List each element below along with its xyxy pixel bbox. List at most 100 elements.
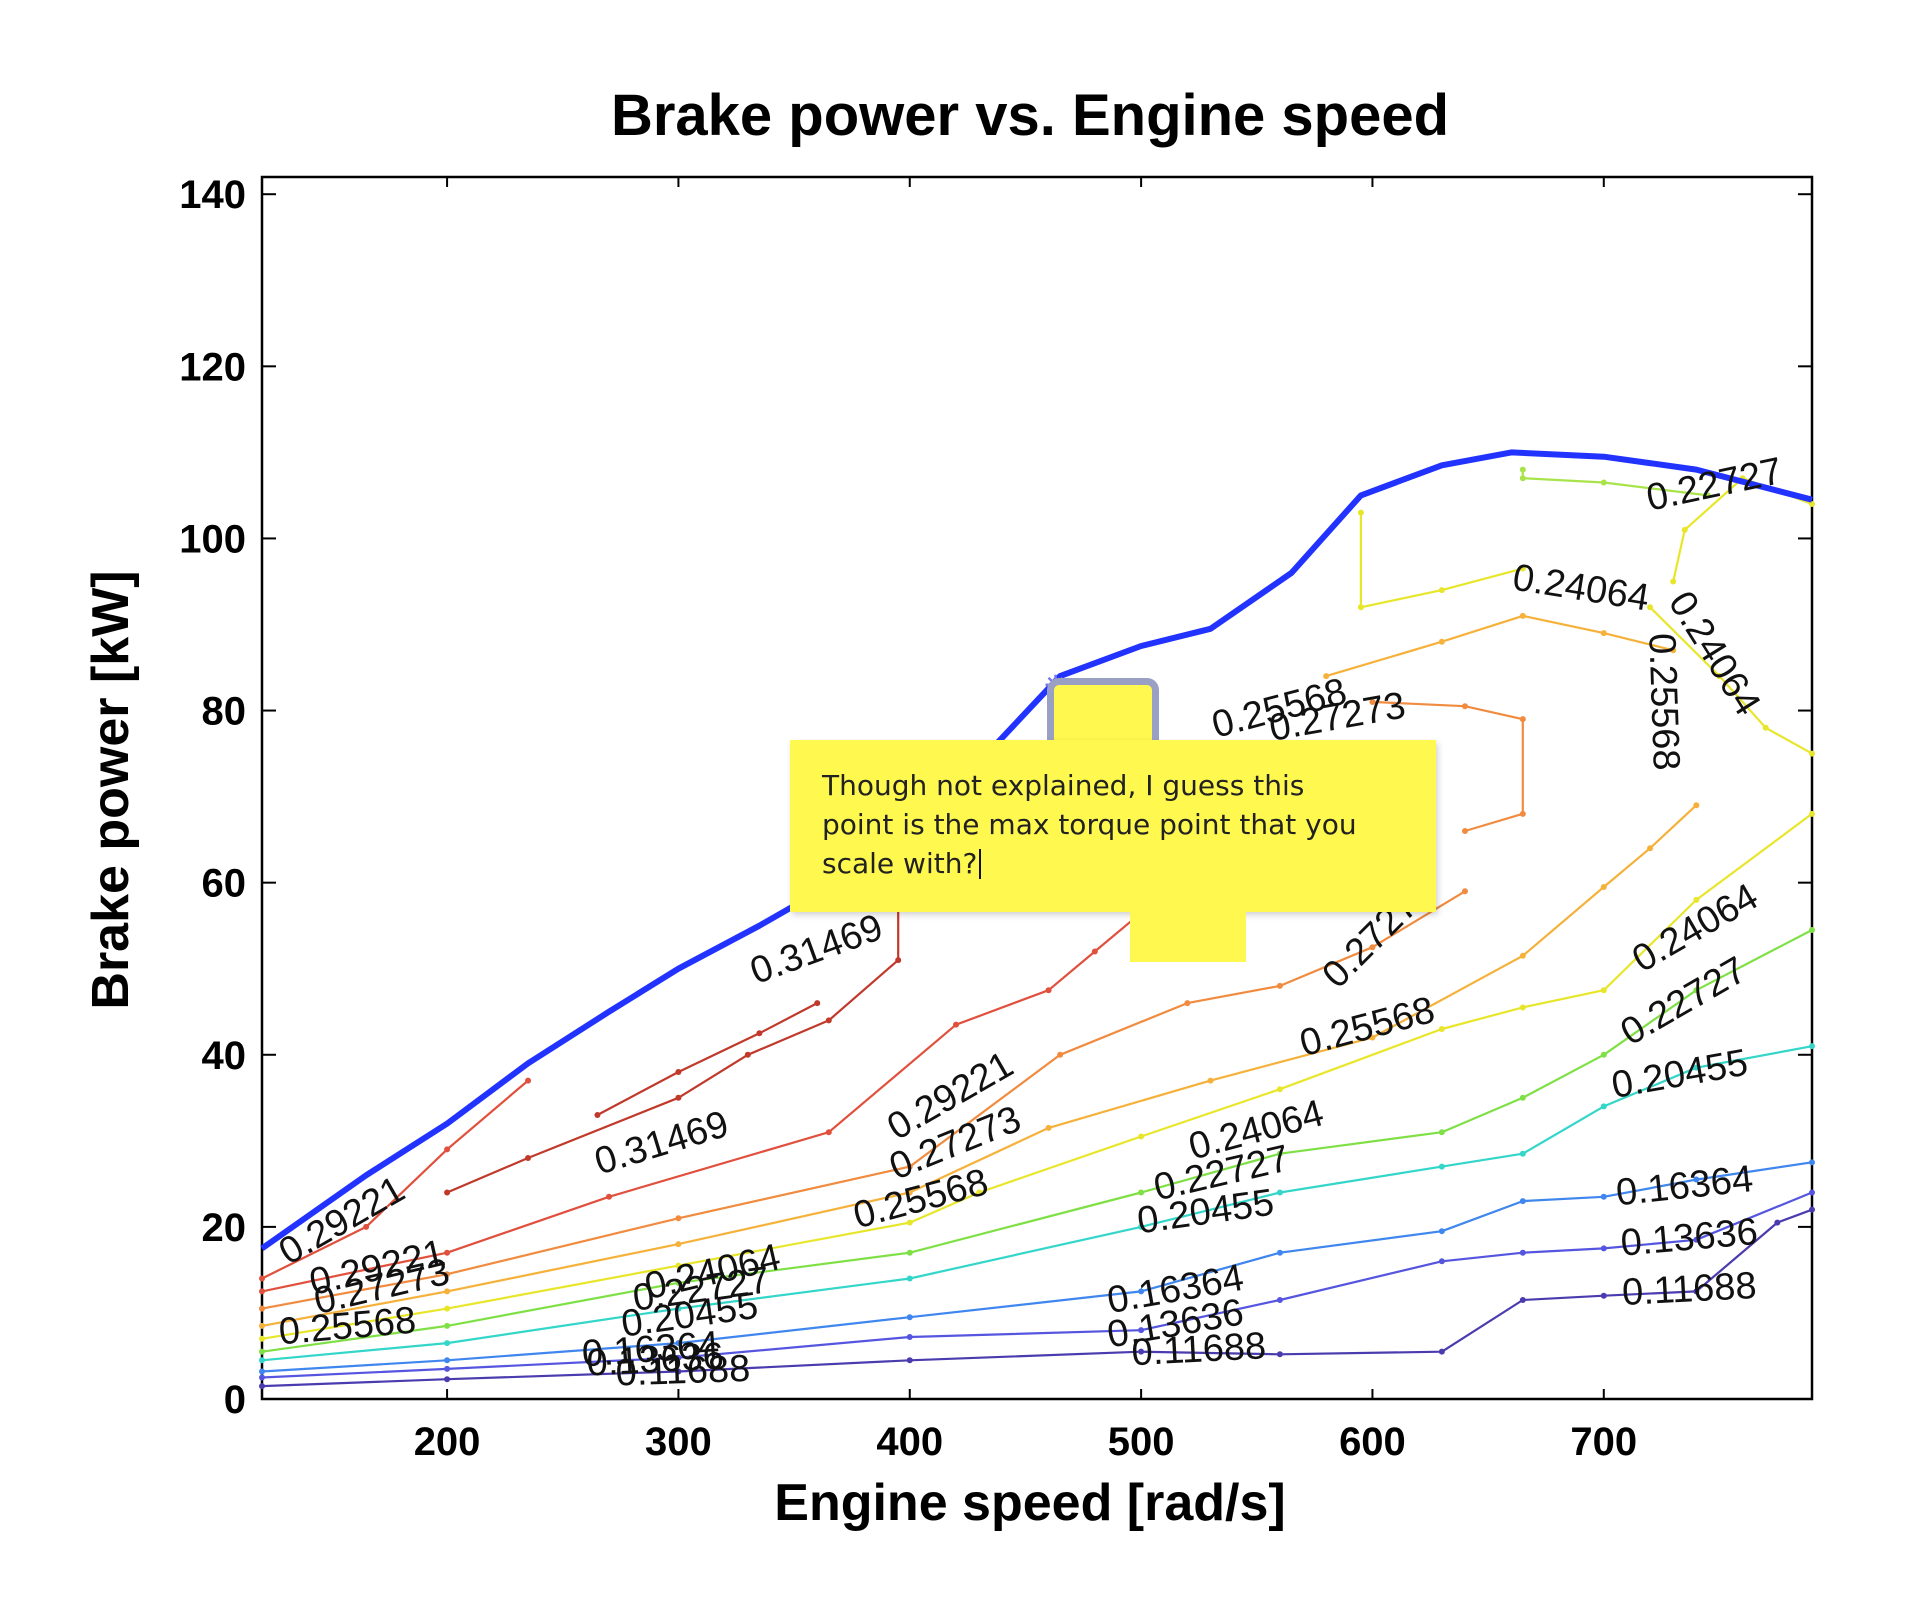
contour-point — [444, 1365, 451, 1372]
contour-point — [1647, 604, 1654, 611]
contour-point — [1138, 1348, 1145, 1355]
contour-point — [1276, 1249, 1283, 1256]
contour-point — [675, 1262, 682, 1269]
contour-point — [1762, 724, 1769, 731]
x-axis-label: Engine speed [rad/s] — [774, 1474, 1285, 1532]
text-cursor — [979, 849, 982, 879]
contour-point — [1600, 479, 1607, 486]
sticky-note-tab[interactable] — [1130, 910, 1246, 962]
contour-point — [1138, 1133, 1145, 1140]
contour-point — [1809, 1159, 1815, 1166]
contour-point — [1774, 1219, 1781, 1226]
contour-point — [1438, 1228, 1445, 1235]
contour-point — [1809, 1043, 1815, 1050]
contour-point — [814, 1000, 821, 1007]
contour-point — [444, 1146, 451, 1153]
contour-point — [259, 1357, 265, 1364]
contour-point — [675, 1241, 682, 1248]
contour-point — [976, 1189, 983, 1196]
contour-point — [1693, 896, 1700, 903]
contour-point — [1519, 1297, 1526, 1304]
contour-point — [444, 1322, 451, 1329]
contour-label: 0.13636 — [585, 1335, 724, 1384]
contour-line — [1325, 614, 1674, 678]
contour-point — [1809, 1206, 1815, 1213]
contour-point — [1809, 1189, 1815, 1196]
contour-point — [1438, 1129, 1445, 1136]
contour-point — [1057, 1051, 1064, 1058]
contour-point — [1357, 509, 1364, 516]
contour-label: 0.25568 — [1640, 632, 1687, 771]
y-tick-label: 0 — [224, 1378, 246, 1422]
contour-point — [1519, 1249, 1526, 1256]
contour-point — [675, 1305, 682, 1312]
contour-point — [525, 1155, 532, 1162]
contour-point — [1461, 703, 1468, 710]
x-tick-label: 300 — [645, 1420, 712, 1464]
contour-point — [1438, 1163, 1445, 1170]
contour-point — [444, 1189, 451, 1196]
contour-point — [1519, 952, 1526, 959]
contour-point — [259, 1383, 265, 1390]
contour-point — [1138, 1327, 1145, 1334]
contour-point — [259, 1322, 265, 1329]
contour-point — [1519, 1150, 1526, 1157]
contour-point — [259, 1348, 265, 1355]
contour-point — [906, 1314, 913, 1321]
contour-point — [675, 1279, 682, 1286]
contour-point — [906, 1249, 913, 1256]
contour-point — [1276, 1351, 1283, 1358]
contour-point — [675, 1068, 682, 1075]
contour-label: 0.20455 — [1609, 1042, 1752, 1107]
y-axis-label: Brake power [kW] — [82, 570, 140, 1009]
comment-anchor-marker[interactable] — [1047, 678, 1159, 748]
contour-point — [1600, 1245, 1607, 1252]
contour-point — [444, 1288, 451, 1295]
contour-point — [1357, 604, 1364, 611]
contour-label: 0.16364 — [581, 1324, 721, 1375]
contour-point — [1461, 888, 1468, 895]
contour-label: 0.25568 — [277, 1300, 418, 1354]
contour-point — [444, 1249, 451, 1256]
contour-line — [261, 1079, 529, 1280]
contour-point — [1693, 987, 1700, 994]
contour-point — [1600, 1103, 1607, 1110]
contour-point — [1207, 1077, 1214, 1084]
x-tick-label: 600 — [1339, 1420, 1406, 1464]
contour-line — [261, 1045, 1813, 1362]
contour-point — [1276, 1297, 1283, 1304]
y-tick-label: 60 — [202, 862, 247, 906]
contour-point — [1276, 1086, 1283, 1093]
contour-line — [1521, 469, 1709, 497]
contour-point — [1809, 501, 1815, 508]
contour-point — [1091, 948, 1098, 955]
contour-point — [594, 1112, 601, 1119]
contour-point — [825, 1017, 832, 1024]
contour-point — [675, 1340, 682, 1347]
contour-point — [1184, 1000, 1191, 1007]
contour-point — [1369, 698, 1376, 705]
contour-point — [1438, 1258, 1445, 1265]
contour-line — [261, 1208, 1813, 1388]
sticky-note[interactable]: Though not explained, I guess this point… — [790, 740, 1436, 912]
contour-point — [1138, 1288, 1145, 1295]
contour-point — [906, 1357, 913, 1364]
contour-label: 0.11688 — [1621, 1265, 1758, 1314]
contour-point — [1809, 810, 1815, 817]
contour-point — [1276, 1189, 1283, 1196]
contour-point — [1323, 673, 1330, 680]
contour-point — [756, 1030, 763, 1037]
contour-point — [1600, 630, 1607, 637]
contour-point — [259, 1275, 265, 1282]
contour-point — [1519, 810, 1526, 817]
contour-label: 0.16364 — [1614, 1158, 1755, 1214]
contour-label: 0.11688 — [615, 1348, 751, 1395]
contour-point — [1809, 926, 1815, 933]
contour-point — [675, 1354, 682, 1361]
contour-point — [1369, 944, 1376, 951]
contour-point — [675, 1094, 682, 1101]
chart-title: Brake power vs. Engine speed — [611, 83, 1449, 148]
contour-point — [1438, 1348, 1445, 1355]
contour-point — [259, 1305, 265, 1312]
contour-point — [1670, 578, 1677, 585]
